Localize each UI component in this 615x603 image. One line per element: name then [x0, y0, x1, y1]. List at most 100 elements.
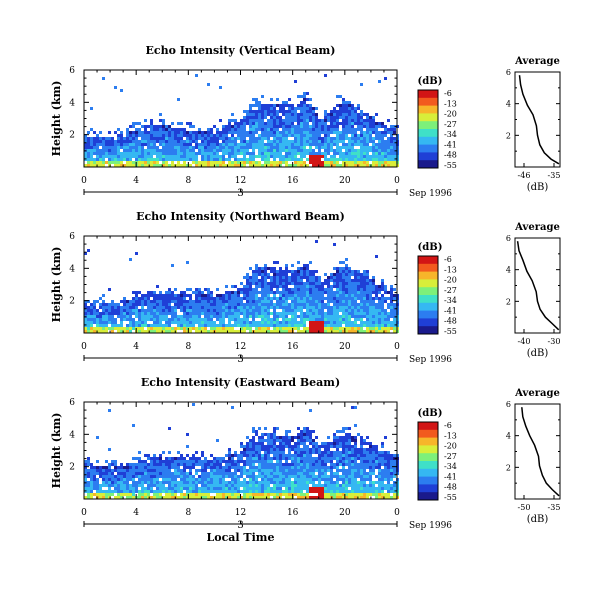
average-y-tick-label: 4 — [506, 266, 511, 275]
heatmap-cell — [348, 276, 351, 279]
heatmap-cell — [171, 321, 174, 324]
heatmap-cell — [132, 122, 135, 125]
heatmap-cell — [168, 131, 171, 134]
heatmap-cell — [378, 137, 381, 140]
heatmap-cell — [297, 282, 300, 285]
heatmap-cell — [210, 466, 213, 469]
heatmap-cell — [252, 116, 255, 119]
heatmap-cell — [315, 155, 318, 158]
heatmap-cell — [255, 104, 258, 107]
heatmap-cell — [285, 303, 288, 306]
heatmap-cell — [342, 134, 345, 137]
heatmap-cell — [354, 155, 357, 158]
heatmap-cell — [354, 327, 357, 330]
heatmap-cell — [261, 472, 264, 475]
heatmap-cell — [204, 155, 207, 158]
heatmap-cell — [258, 128, 261, 131]
heatmap-cell — [384, 291, 387, 294]
heatmap-cell — [369, 149, 372, 152]
heatmap-cell — [297, 324, 300, 327]
heatmap-cell — [282, 303, 285, 306]
heatmap-cell — [339, 291, 342, 294]
heatmap-cell — [291, 312, 294, 315]
heatmap-cell — [363, 324, 366, 327]
heatmap-cell — [201, 131, 204, 134]
heatmap-cell — [270, 451, 273, 454]
heatmap-cell — [378, 297, 381, 300]
heatmap-cell — [123, 481, 126, 484]
heatmap-cell — [135, 146, 138, 149]
heatmap-cell — [150, 309, 153, 312]
heatmap-cell — [105, 324, 108, 327]
heatmap-cell — [210, 294, 213, 297]
heatmap-cell — [285, 436, 288, 439]
heatmap-cell — [360, 303, 363, 306]
heatmap-cell — [153, 466, 156, 469]
heatmap-cell — [294, 300, 297, 303]
heatmap-cell — [168, 490, 171, 493]
heatmap-cell — [309, 309, 312, 312]
heatmap-cell — [276, 324, 279, 327]
heatmap-cell — [222, 309, 225, 312]
heatmap-cell — [330, 312, 333, 315]
heatmap-cell — [219, 86, 222, 89]
heatmap-cell — [276, 285, 279, 288]
heatmap-cell — [198, 318, 201, 321]
heatmap-cell — [303, 149, 306, 152]
heatmap-cell — [348, 155, 351, 158]
heatmap-cell — [135, 457, 138, 460]
heatmap-cell — [144, 324, 147, 327]
heatmap-cell — [327, 451, 330, 454]
heatmap-cell — [261, 478, 264, 481]
heatmap-cell — [312, 137, 315, 140]
heatmap-cell — [108, 481, 111, 484]
heatmap-cell — [243, 297, 246, 300]
heatmap-cell — [339, 104, 342, 107]
heatmap-cell — [231, 327, 234, 330]
heatmap-cell — [228, 472, 231, 475]
heatmap-cell — [168, 493, 171, 496]
heatmap-cell — [210, 140, 213, 143]
heatmap-cell — [255, 303, 258, 306]
heatmap-cell — [306, 98, 309, 101]
heatmap-cell — [381, 143, 384, 146]
heatmap-cell — [351, 158, 354, 161]
heatmap-cell — [240, 152, 243, 155]
heatmap-cell — [129, 131, 132, 134]
heatmap-cell — [87, 490, 90, 493]
heatmap-cell — [342, 439, 345, 442]
heatmap-cell — [252, 454, 255, 457]
heatmap-cell — [309, 282, 312, 285]
heatmap-cell — [342, 427, 345, 430]
heatmap-cell — [330, 475, 333, 478]
heatmap-cell — [183, 318, 186, 321]
heatmap-cell — [255, 288, 258, 291]
heatmap-cell — [348, 294, 351, 297]
heatmap-cell — [228, 146, 231, 149]
heatmap-cell — [366, 149, 369, 152]
heatmap-cell — [102, 321, 105, 324]
heatmap-cell — [291, 116, 294, 119]
heatmap-cell — [234, 155, 237, 158]
heatmap-cell — [288, 481, 291, 484]
colorbar-tick-label: -6 — [444, 89, 452, 98]
heatmap-cell — [366, 327, 369, 330]
heatmap-cell — [312, 321, 315, 324]
heatmap-cell — [240, 442, 243, 445]
heatmap-cell — [324, 128, 327, 131]
heatmap-cell — [384, 315, 387, 318]
heatmap-cell — [354, 466, 357, 469]
heatmap-cell — [273, 472, 276, 475]
heatmap-cell — [288, 276, 291, 279]
heatmap-cell — [279, 282, 282, 285]
heatmap-cell — [207, 460, 210, 463]
heatmap-cell — [345, 303, 348, 306]
heatmap-cell — [105, 137, 108, 140]
heatmap-cell — [354, 487, 357, 490]
heatmap-cell — [276, 306, 279, 309]
heatmap-cell — [381, 146, 384, 149]
heatmap-cell — [303, 460, 306, 463]
heatmap-cell — [174, 152, 177, 155]
heatmap-cell — [381, 300, 384, 303]
heatmap-cell — [372, 276, 375, 279]
